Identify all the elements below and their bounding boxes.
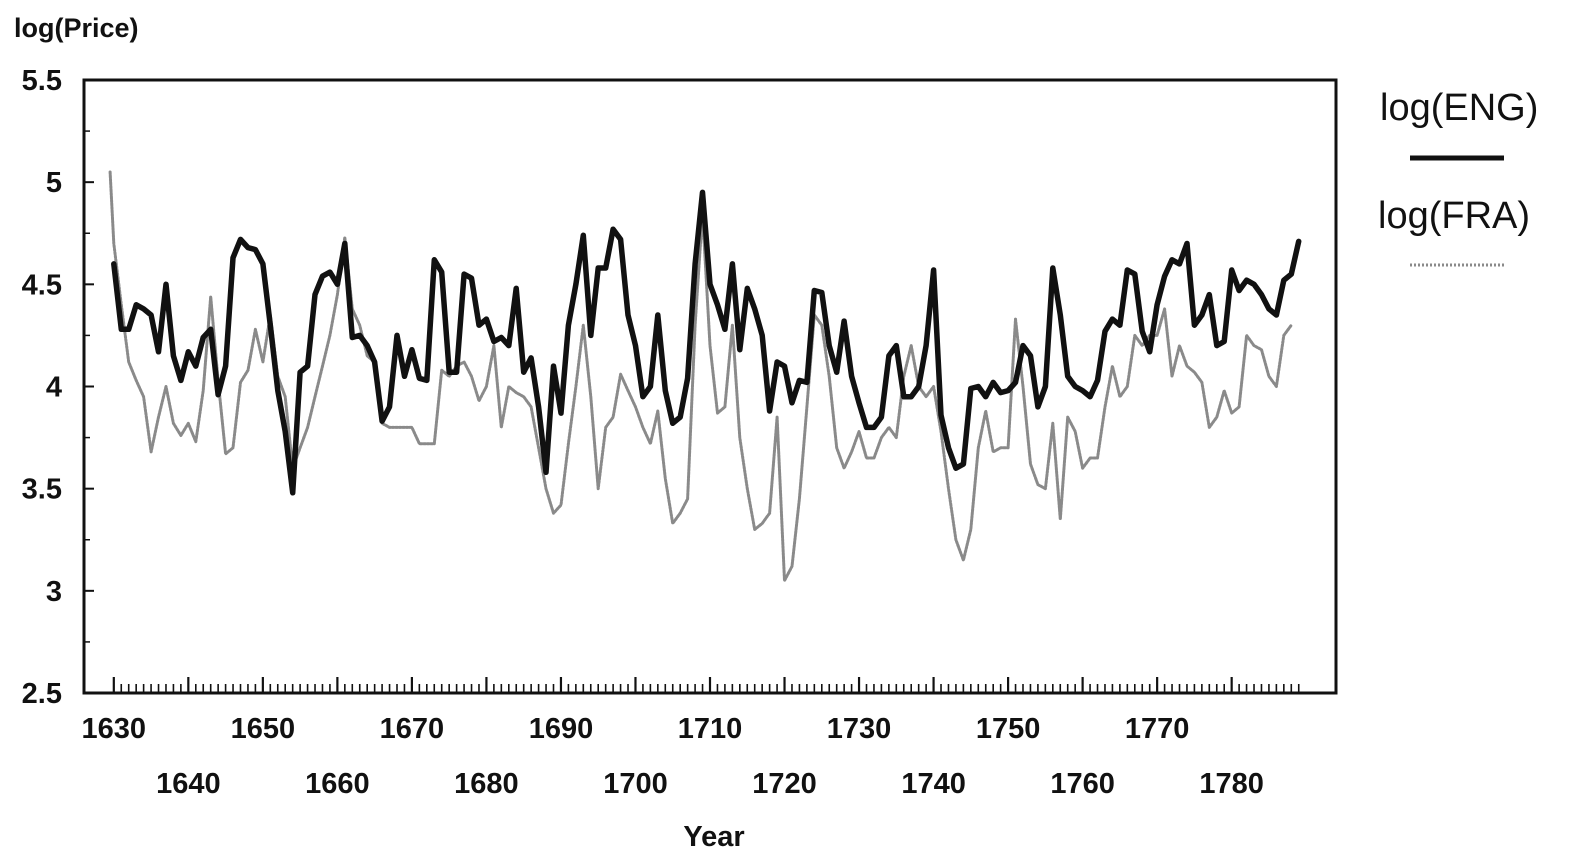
x-tick-label: 1730 [827, 713, 892, 745]
y-tick-label: 3 [46, 576, 62, 608]
x-tick-label: 1770 [1125, 713, 1190, 745]
y-axis-label: log(Price) [14, 13, 139, 43]
x-axis: 1630 1650 1670 1690 1710 1730 1750 1770 1640 1660… [82, 677, 1300, 800]
x-tick-label: 1630 [82, 713, 147, 745]
y-tick-label: 4.5 [22, 269, 62, 301]
x-tick-label: 1700 [603, 768, 668, 800]
y-tick-label: 4 [46, 372, 62, 404]
x-tick-label: 1680 [454, 768, 519, 800]
series-layer [108, 170, 1302, 583]
x-tick-label: 1640 [156, 768, 221, 800]
x-tick-label: 1690 [529, 713, 594, 745]
legend-label-fra: log(FRA) [1378, 195, 1530, 237]
x-tick-label: 1660 [305, 768, 370, 800]
series-line-fra [108, 170, 1293, 583]
x-axis-label: Year [683, 821, 744, 853]
y-tick-label: 2.5 [22, 678, 62, 710]
y-tick-label: 5 [46, 167, 62, 199]
x-tick-label: 1670 [380, 713, 445, 745]
x-tick-label: 1720 [752, 768, 817, 800]
plot-frame [82, 78, 1338, 695]
legend: log(ENG) log(FRA) [1378, 87, 1538, 267]
y-tick-label: 5.5 [22, 65, 62, 97]
x-tick-label: 1650 [231, 713, 296, 745]
x-tick-label: 1750 [976, 713, 1041, 745]
series-line-eng [111, 189, 1302, 496]
x-tick-label: 1740 [901, 768, 966, 800]
x-tick-label: 1710 [678, 713, 743, 745]
x-tick-label: 1780 [1199, 768, 1264, 800]
plot-area: 2.5 3 3.5 4 4.5 5 5.5 1630 1650 1670 1690 1710 1730… [22, 65, 1338, 800]
legend-label-eng: log(ENG) [1380, 87, 1538, 129]
x-tick-label: 1760 [1050, 768, 1115, 800]
y-axis: 2.5 3 3.5 4 4.5 5 5.5 [22, 65, 94, 710]
y-tick-label: 3.5 [22, 474, 62, 506]
